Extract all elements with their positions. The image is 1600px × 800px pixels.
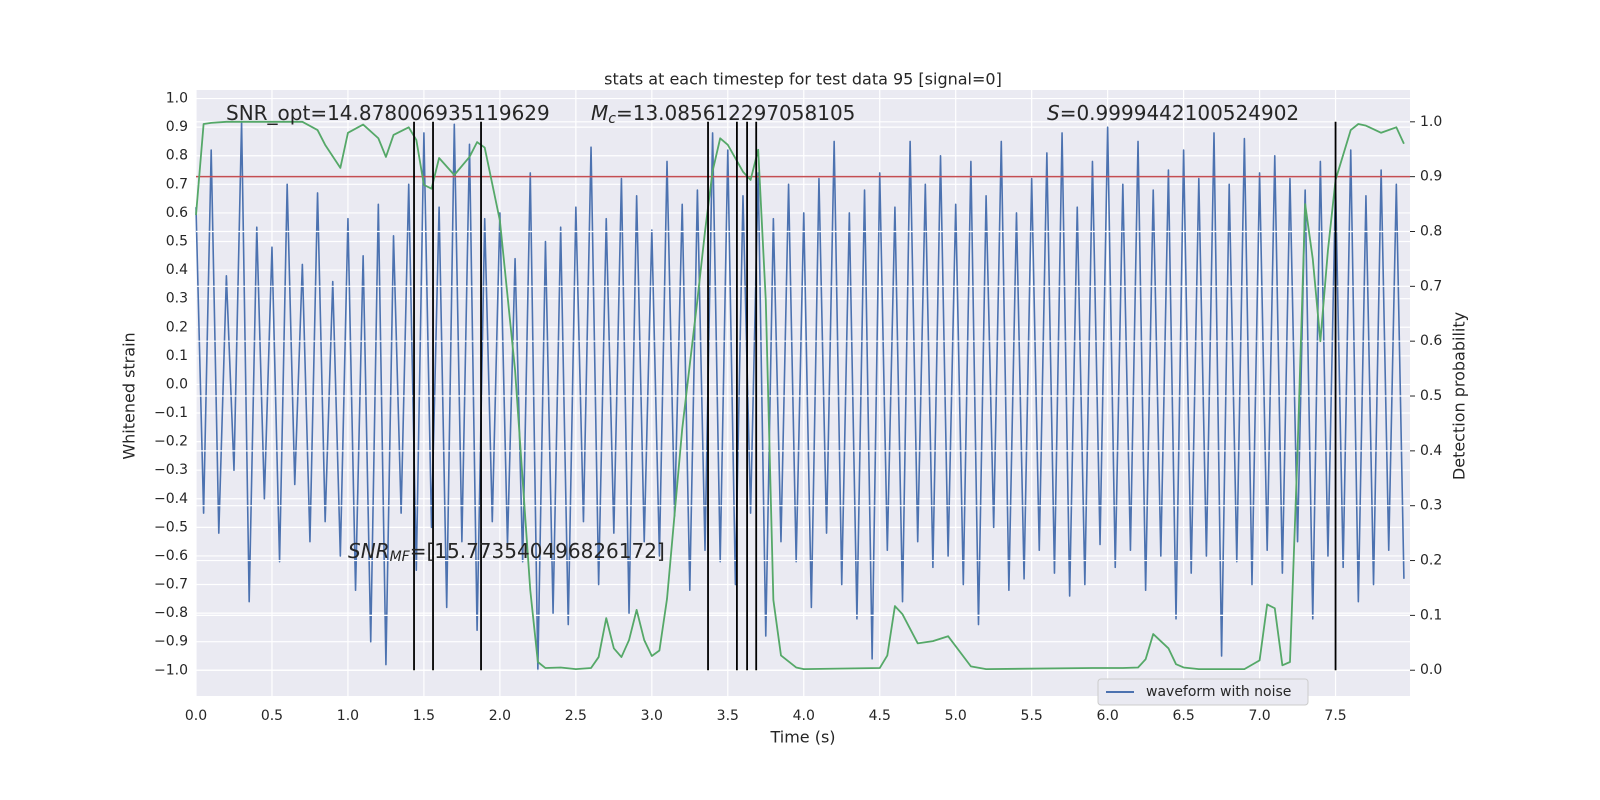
x-tick-label: 0.5 xyxy=(261,708,283,724)
annotation-subscript: MF xyxy=(390,549,411,565)
x-tick-label: 1.5 xyxy=(413,708,435,724)
x-tick-label: 4.0 xyxy=(793,708,815,724)
series-line xyxy=(195,120,1405,672)
legend-box xyxy=(1097,678,1309,706)
x-tick-label: 4.5 xyxy=(869,708,891,724)
y-tick-label: −1.0 xyxy=(154,662,188,678)
annotation-symbol: SNR xyxy=(348,539,390,563)
annotation: Mc=13.085612297058105 xyxy=(591,101,855,128)
y2-tick-label: 0.3 xyxy=(1420,498,1442,514)
y-tick-label: 0.6 xyxy=(166,205,188,221)
y-tick-label: 0.1 xyxy=(166,348,188,364)
x-tick-label: 1.0 xyxy=(337,708,359,724)
plot-area xyxy=(196,90,1410,696)
x-tick-label: 3.5 xyxy=(717,708,739,724)
y2-tick-label: 0.9 xyxy=(1420,169,1442,185)
x-tick-label: 6.0 xyxy=(1097,708,1119,724)
annotation-symbol: S xyxy=(1047,101,1060,125)
y-tick-label: 0.3 xyxy=(166,291,188,307)
y-tick-label: 0.7 xyxy=(166,176,188,192)
y-tick-label: 0.0 xyxy=(166,376,188,392)
y-tick-label: −0.5 xyxy=(154,519,188,535)
y2-tick-label: 0.2 xyxy=(1420,553,1442,569)
x-tick-label: 0.0 xyxy=(185,708,207,724)
y-tick-label: −0.9 xyxy=(154,634,188,650)
y2-tick-label: 0.0 xyxy=(1420,662,1442,678)
x-tick-label: 7.0 xyxy=(1248,708,1270,724)
y2-tick-label: 0.7 xyxy=(1420,278,1442,294)
annotation-symbol: M xyxy=(591,101,608,125)
y2-axis-label: Detection probability xyxy=(1450,312,1469,480)
annotation-subscript: c xyxy=(608,111,616,127)
x-tick-label: 2.5 xyxy=(565,708,587,724)
y-tick-label: −0.2 xyxy=(154,434,188,450)
annotation-text: =[15.773540496826172] xyxy=(410,539,665,563)
annotation: S=0.9999442100524902 xyxy=(1047,101,1299,125)
y-tick-label: −0.7 xyxy=(154,577,188,593)
y2-tick-label: 0.5 xyxy=(1420,388,1442,404)
y-tick-label: −0.6 xyxy=(154,548,188,564)
x-tick-label: 3.0 xyxy=(641,708,663,724)
x-tick-label: 5.0 xyxy=(945,708,967,724)
annotation-text: SNR_opt=14.878006935119629 xyxy=(226,101,550,125)
y-axis-label: Whitened strain xyxy=(120,332,139,459)
x-axis-label: Time (s) xyxy=(769,728,835,747)
legend-label: waveform with noise xyxy=(1146,684,1291,700)
x-tick-label: 5.5 xyxy=(1021,708,1043,724)
y-tick-label: −0.1 xyxy=(154,405,188,421)
y-tick-label: 0.4 xyxy=(166,262,188,278)
y-tick-label: −0.3 xyxy=(154,462,188,478)
y2-tick-label: 0.1 xyxy=(1420,607,1442,623)
annotation: SNR_opt=14.878006935119629 xyxy=(226,101,550,125)
y-tick-label: 1.0 xyxy=(166,91,188,107)
x-tick-label: 6.5 xyxy=(1172,708,1194,724)
x-tick-label: 2.0 xyxy=(489,708,511,724)
y-tick-label: −0.8 xyxy=(154,605,188,621)
annotation-text: =13.085612297058105 xyxy=(616,101,855,125)
y2-tick-label: 0.6 xyxy=(1420,333,1442,349)
series-line xyxy=(195,120,1405,671)
y2-tick-label: 0.4 xyxy=(1420,443,1442,459)
y-tick-label: 0.9 xyxy=(166,119,188,135)
y-tick-label: 0.2 xyxy=(166,319,188,335)
annotation: SNRMF=[15.773540496826172] xyxy=(348,539,665,566)
annotation-text: =0.9999442100524902 xyxy=(1060,101,1299,125)
legend: waveform with noise xyxy=(1097,678,1309,706)
y-tick-label: −0.4 xyxy=(154,491,188,507)
y2-tick-label: 0.8 xyxy=(1420,223,1442,239)
chart-title: stats at each timestep for test data 95 … xyxy=(604,70,1002,89)
y-tick-label: 0.5 xyxy=(166,234,188,250)
y-tick-label: 0.8 xyxy=(166,148,188,164)
y2-tick-label: 1.0 xyxy=(1420,114,1442,130)
x-tick-label: 7.5 xyxy=(1324,708,1346,724)
